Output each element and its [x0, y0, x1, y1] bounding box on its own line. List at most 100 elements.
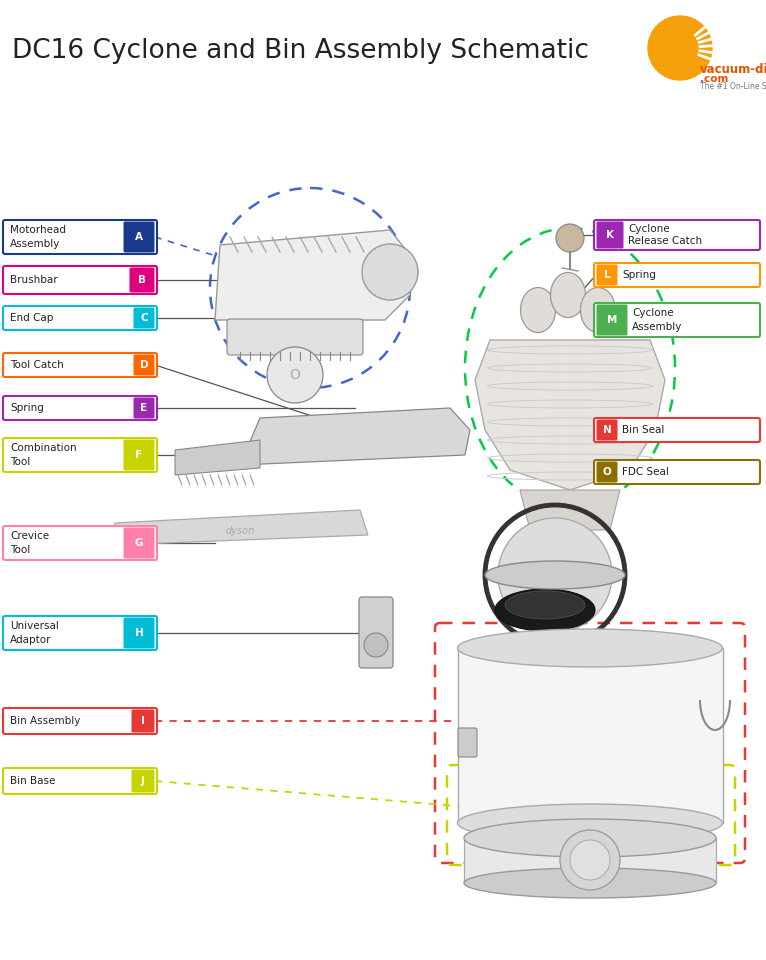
FancyBboxPatch shape [133, 397, 155, 419]
Polygon shape [520, 490, 620, 530]
FancyBboxPatch shape [3, 526, 157, 560]
FancyBboxPatch shape [594, 303, 760, 337]
Text: Crevice: Crevice [10, 532, 49, 541]
Text: End Cap: End Cap [10, 313, 54, 323]
Text: M: M [607, 315, 617, 325]
FancyBboxPatch shape [594, 220, 760, 250]
FancyBboxPatch shape [597, 265, 617, 285]
FancyBboxPatch shape [3, 306, 157, 330]
Ellipse shape [457, 629, 722, 667]
Circle shape [648, 16, 712, 80]
FancyBboxPatch shape [3, 266, 157, 294]
FancyBboxPatch shape [3, 396, 157, 420]
Text: Brushbar: Brushbar [10, 275, 57, 285]
Text: G: G [135, 538, 143, 548]
Polygon shape [215, 230, 410, 320]
Ellipse shape [464, 868, 716, 898]
FancyBboxPatch shape [3, 616, 157, 650]
Text: B: B [138, 275, 146, 285]
Text: Assembly: Assembly [632, 322, 683, 331]
FancyBboxPatch shape [3, 768, 157, 794]
FancyBboxPatch shape [123, 440, 155, 470]
Text: Bin Seal: Bin Seal [622, 425, 664, 435]
FancyBboxPatch shape [359, 597, 393, 668]
FancyBboxPatch shape [3, 708, 157, 734]
FancyBboxPatch shape [594, 460, 760, 484]
Text: F: F [136, 450, 142, 460]
Text: H: H [135, 628, 143, 638]
Text: Spring: Spring [622, 270, 656, 280]
Text: Bin Base: Bin Base [10, 776, 55, 786]
Circle shape [560, 830, 620, 890]
Text: Cyclone: Cyclone [628, 225, 669, 234]
FancyBboxPatch shape [458, 728, 477, 757]
Text: Cyclone: Cyclone [632, 308, 673, 319]
Text: O: O [290, 368, 300, 382]
Text: K: K [606, 230, 614, 240]
Ellipse shape [521, 287, 555, 332]
FancyBboxPatch shape [129, 268, 155, 293]
Text: Motorhead: Motorhead [10, 226, 66, 235]
Ellipse shape [457, 804, 722, 842]
Polygon shape [175, 440, 260, 475]
FancyBboxPatch shape [3, 438, 157, 472]
Text: dyson: dyson [225, 526, 254, 536]
Text: FDC Seal: FDC Seal [622, 467, 669, 477]
Text: E: E [140, 403, 148, 413]
Circle shape [364, 633, 388, 657]
Text: Spring: Spring [10, 403, 44, 413]
Circle shape [362, 244, 418, 300]
Text: The #1 On-Line Source For Vacuums: The #1 On-Line Source For Vacuums [700, 82, 766, 91]
FancyBboxPatch shape [132, 770, 155, 793]
Text: J: J [141, 776, 145, 786]
FancyBboxPatch shape [597, 420, 617, 441]
Ellipse shape [551, 273, 585, 318]
Circle shape [570, 840, 610, 880]
Text: Tool Catch: Tool Catch [10, 360, 64, 370]
FancyBboxPatch shape [594, 263, 760, 287]
Text: DC16 Cyclone and Bin Assembly Schematic: DC16 Cyclone and Bin Assembly Schematic [12, 38, 589, 64]
Text: Adaptor: Adaptor [10, 635, 51, 644]
FancyBboxPatch shape [123, 527, 155, 559]
Text: Universal: Universal [10, 621, 59, 632]
FancyBboxPatch shape [227, 319, 363, 355]
Text: .com: .com [700, 74, 728, 84]
Text: C: C [140, 313, 148, 323]
Polygon shape [475, 340, 665, 490]
Polygon shape [115, 510, 368, 545]
FancyBboxPatch shape [464, 838, 716, 883]
FancyBboxPatch shape [597, 462, 617, 483]
Text: I: I [141, 716, 145, 726]
FancyBboxPatch shape [123, 617, 155, 649]
Ellipse shape [581, 287, 616, 332]
Ellipse shape [505, 591, 585, 619]
Text: vacuum-direct: vacuum-direct [700, 63, 766, 76]
Text: Bin Assembly: Bin Assembly [10, 716, 80, 726]
Text: Tool: Tool [10, 457, 30, 467]
FancyBboxPatch shape [3, 353, 157, 377]
Circle shape [556, 224, 584, 252]
Text: N: N [603, 425, 611, 435]
FancyBboxPatch shape [594, 418, 760, 442]
FancyBboxPatch shape [597, 222, 624, 249]
FancyBboxPatch shape [133, 307, 155, 328]
Polygon shape [240, 408, 470, 465]
Ellipse shape [464, 819, 716, 857]
Text: O: O [603, 467, 611, 477]
FancyBboxPatch shape [3, 220, 157, 254]
Text: Assembly: Assembly [10, 239, 61, 249]
Text: Tool: Tool [10, 544, 30, 555]
Text: Combination: Combination [10, 444, 77, 453]
FancyBboxPatch shape [123, 222, 155, 252]
Circle shape [267, 347, 323, 403]
FancyBboxPatch shape [458, 648, 723, 823]
Circle shape [498, 518, 612, 632]
Ellipse shape [485, 561, 625, 589]
FancyBboxPatch shape [132, 709, 155, 732]
FancyBboxPatch shape [133, 354, 155, 375]
Text: D: D [139, 360, 149, 370]
Ellipse shape [495, 589, 595, 631]
Text: Release Catch: Release Catch [628, 236, 702, 246]
Text: L: L [604, 270, 611, 280]
Text: A: A [135, 232, 143, 242]
